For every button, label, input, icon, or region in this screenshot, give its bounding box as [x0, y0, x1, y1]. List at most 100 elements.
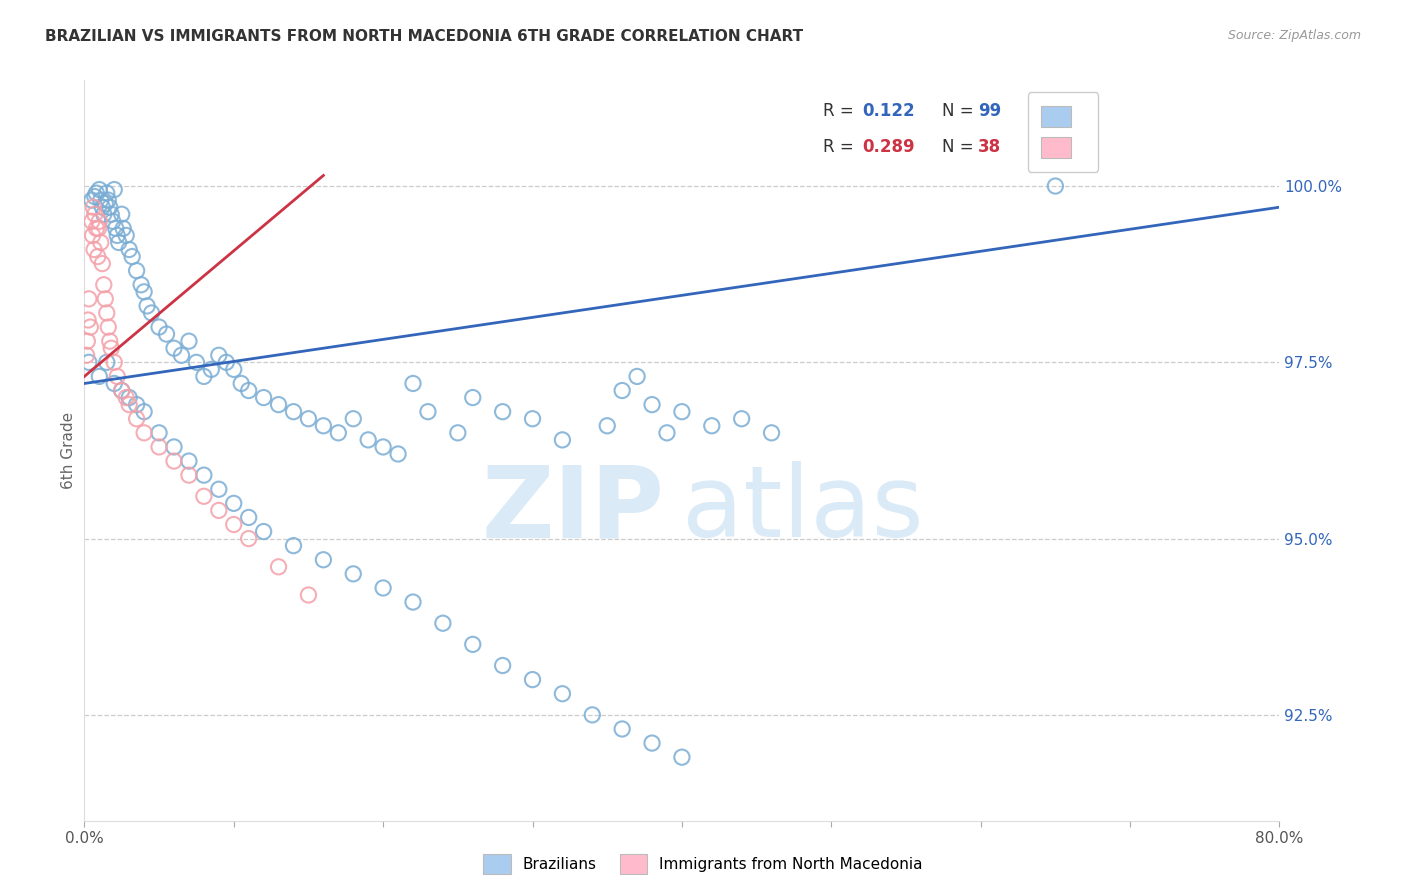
- Point: [522, 411, 544, 425]
- Point: [98, 334, 121, 348]
- Point: [93, 277, 115, 292]
- Text: N =: N =: [942, 103, 980, 120]
- Point: [373, 581, 395, 595]
- Legend: Brazilians, Immigrants from North Macedonia: Brazilians, Immigrants from North Macedo…: [477, 848, 929, 880]
- Point: [387, 447, 409, 461]
- Point: [103, 183, 125, 197]
- Point: [105, 228, 128, 243]
- Point: [103, 376, 125, 391]
- Point: [357, 433, 380, 447]
- Point: [208, 503, 231, 517]
- Point: [551, 433, 574, 447]
- Point: [148, 425, 170, 440]
- Point: [87, 221, 110, 235]
- Point: [612, 384, 634, 398]
- Point: [596, 418, 619, 433]
- Point: [118, 391, 141, 405]
- Point: [79, 320, 101, 334]
- Point: [231, 376, 253, 391]
- Point: [253, 391, 276, 405]
- Point: [80, 193, 103, 207]
- Y-axis label: 6th Grade: 6th Grade: [60, 412, 76, 489]
- Point: [89, 369, 111, 384]
- Point: [283, 539, 305, 553]
- Point: [98, 200, 121, 214]
- Point: [118, 243, 141, 257]
- Point: [402, 376, 425, 391]
- Point: [731, 411, 754, 425]
- Point: [96, 355, 118, 369]
- Text: ZIP: ZIP: [481, 461, 664, 558]
- Point: [89, 183, 111, 197]
- Point: [94, 196, 117, 211]
- Point: [461, 637, 484, 651]
- Point: [89, 214, 111, 228]
- Point: [86, 221, 108, 235]
- Point: [186, 355, 208, 369]
- Point: [100, 341, 122, 355]
- Point: [238, 510, 260, 524]
- Point: [107, 235, 129, 250]
- Point: [132, 405, 156, 419]
- Point: [93, 207, 115, 221]
- Point: [170, 348, 193, 362]
- Point: [342, 566, 364, 581]
- Point: [90, 235, 112, 250]
- Point: [141, 306, 163, 320]
- Point: [641, 398, 664, 412]
- Point: [222, 362, 245, 376]
- Point: [193, 468, 215, 483]
- Point: [77, 355, 100, 369]
- Point: [283, 405, 305, 419]
- Point: [91, 257, 114, 271]
- Point: [761, 425, 783, 440]
- Text: 0.289: 0.289: [862, 138, 915, 156]
- Text: R =: R =: [823, 138, 859, 156]
- Point: [655, 425, 678, 440]
- Point: [101, 214, 124, 228]
- Point: [1045, 179, 1067, 194]
- Point: [163, 440, 186, 454]
- Point: [132, 425, 156, 440]
- Point: [83, 243, 105, 257]
- Point: [86, 186, 108, 200]
- Point: [297, 588, 319, 602]
- Point: [200, 362, 222, 376]
- Point: [222, 517, 245, 532]
- Point: [626, 369, 648, 384]
- Text: N =: N =: [942, 138, 980, 156]
- Point: [193, 369, 215, 384]
- Point: [671, 750, 693, 764]
- Text: 0.122: 0.122: [862, 103, 915, 120]
- Text: R =: R =: [823, 103, 859, 120]
- Point: [136, 299, 159, 313]
- Point: [148, 320, 170, 334]
- Point: [671, 405, 693, 419]
- Point: [177, 468, 200, 483]
- Point: [83, 207, 105, 221]
- Point: [125, 411, 148, 425]
- Point: [76, 334, 98, 348]
- Point: [492, 405, 515, 419]
- Point: [115, 228, 138, 243]
- Point: [416, 405, 439, 419]
- Point: [267, 559, 290, 574]
- Point: [342, 411, 364, 425]
- Point: [238, 532, 260, 546]
- Point: [82, 228, 104, 243]
- Point: [700, 418, 723, 433]
- Point: [267, 398, 290, 412]
- Point: [76, 348, 98, 362]
- Point: [91, 200, 114, 214]
- Point: [77, 313, 100, 327]
- Point: [96, 186, 118, 200]
- Point: [253, 524, 276, 539]
- Point: [193, 489, 215, 503]
- Point: [522, 673, 544, 687]
- Point: [612, 722, 634, 736]
- Point: [163, 341, 186, 355]
- Point: [103, 355, 125, 369]
- Point: [97, 320, 120, 334]
- Point: [208, 482, 231, 496]
- Text: 99: 99: [979, 103, 1001, 120]
